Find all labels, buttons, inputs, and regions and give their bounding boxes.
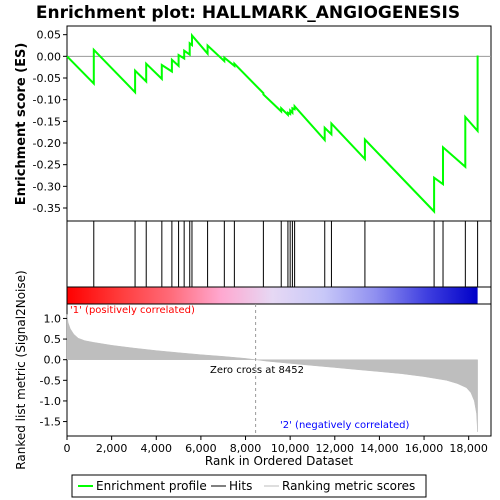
es-y-axis-label: Enrichment score (ES) xyxy=(14,43,29,206)
x-tick-label: 2,000 xyxy=(96,442,128,455)
rank-y-tick-label: -1.5 xyxy=(40,416,61,429)
x-tick-label: 16,000 xyxy=(405,442,444,455)
chart-title: Enrichment plot: HALLMARK_ANGIOGENESIS xyxy=(36,3,460,23)
es-panel-frame xyxy=(66,25,492,222)
x-tick-label: 0 xyxy=(64,442,71,455)
rank-y-axis-label: Ranked list metric (Signal2Noise) xyxy=(14,270,28,469)
legend-label-ranking: Ranking metric scores xyxy=(282,479,415,493)
es-y-tick-label: 0.05 xyxy=(37,29,62,42)
zero-cross-label: Zero cross at 8452 xyxy=(210,365,304,376)
rank-y-tick-label: 1.0 xyxy=(44,312,62,325)
x-axis-label: Rank in Ordered Dataset xyxy=(205,454,353,468)
es-y-tick-label: -0.20 xyxy=(33,137,61,150)
x-tick-label: 10,000 xyxy=(271,442,310,455)
colorbar-band xyxy=(67,287,478,304)
es-y-tick-label: -0.35 xyxy=(33,202,61,215)
es-y-tick-label: -0.25 xyxy=(33,159,61,172)
legend-label-hits: Hits xyxy=(229,479,252,493)
es-y-tick-label: 0.00 xyxy=(37,50,62,63)
x-tick-label: 4,000 xyxy=(141,442,173,455)
x-tick-label: 18,000 xyxy=(449,442,488,455)
es-y-tick-label: -0.15 xyxy=(33,115,61,128)
x-tick-label: 12,000 xyxy=(316,442,355,455)
x-tick-label: 8,000 xyxy=(230,442,262,455)
es-y-tick-label: -0.30 xyxy=(33,180,61,193)
legend-box xyxy=(71,474,427,498)
positive-correlation-label: '1' (positively correlated) xyxy=(70,305,195,316)
colorbar-frame xyxy=(66,286,492,305)
rank-y-tick-label: -0.5 xyxy=(40,374,61,387)
negative-correlation-label: '2' (negatively correlated) xyxy=(280,420,409,431)
rank-y-axis: 1.0 0.5 0.0 -0.5 -1.0 -1.5 xyxy=(40,312,67,429)
hits-panel-frame xyxy=(66,220,492,288)
es-y-axis: 0.05 0.00 -0.05 -0.10 -0.15 -0.20 -0.25 -0.30 -0… xyxy=(33,29,67,215)
x-tick-label: 14,000 xyxy=(360,442,399,455)
es-y-tick-label: -0.05 xyxy=(33,72,61,85)
rank-y-tick-label: 0.5 xyxy=(44,333,62,346)
legend: Enrichment profile Hits Ranking metric s… xyxy=(71,474,427,498)
es-y-tick-label: -0.10 xyxy=(33,94,61,107)
legend-label-enrichment: Enrichment profile xyxy=(96,479,207,493)
enrichment-profile-path xyxy=(66,32,479,214)
hits-rug xyxy=(93,221,479,287)
ranking-metric-fill xyxy=(66,314,478,432)
rank-y-tick-label: 0.0 xyxy=(44,354,62,367)
rank-y-tick-label: -1.0 xyxy=(40,395,61,408)
ranking-metric-area xyxy=(66,314,478,432)
x-axis: 0 2,000 4,000 6,000 8,000 10,000 12,000 14,000 1… xyxy=(64,436,488,455)
x-tick-label: 6,000 xyxy=(185,442,217,455)
enrichment-profile-line xyxy=(66,32,479,214)
rank-colorbar xyxy=(66,286,492,305)
